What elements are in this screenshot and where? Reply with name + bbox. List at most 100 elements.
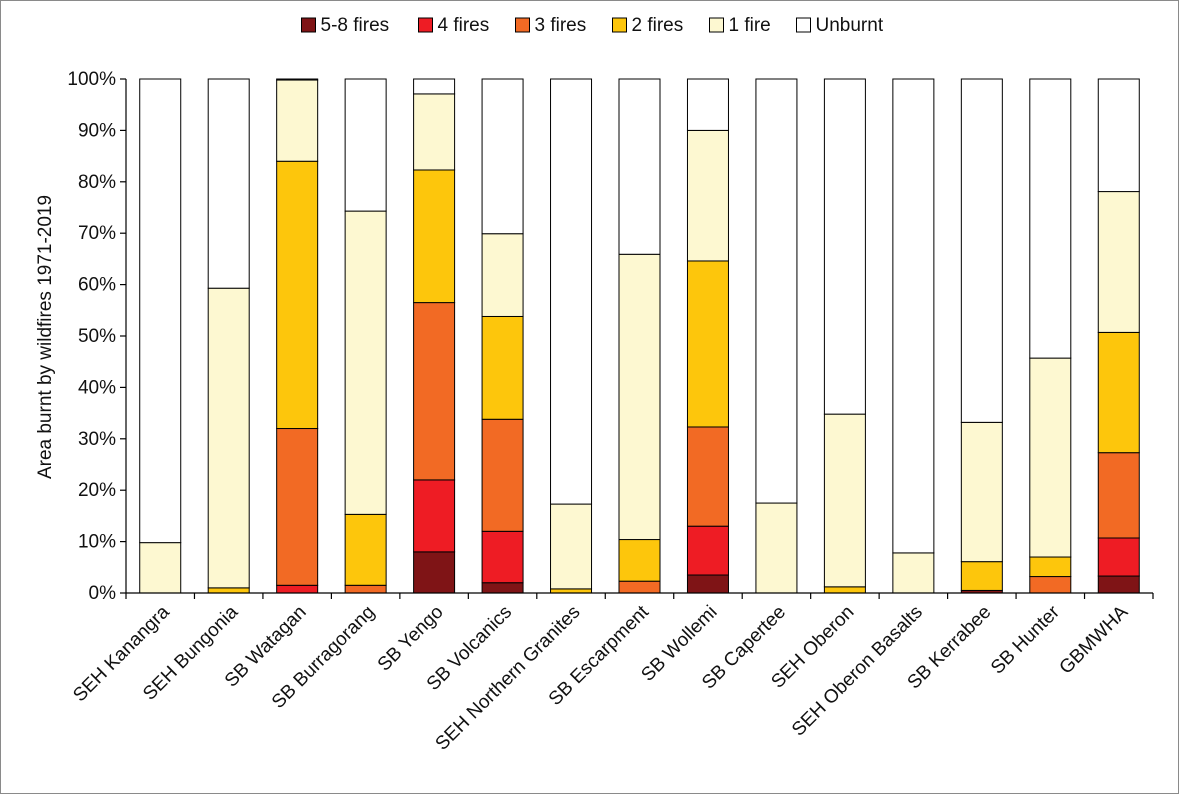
bar-stack <box>1029 78 1072 594</box>
bar-segment <box>823 586 866 594</box>
legend-swatch <box>515 17 530 33</box>
bar-segment <box>413 169 456 304</box>
bar-stack <box>823 78 866 594</box>
legend-swatch <box>709 17 724 33</box>
x-tick-label: GBMWHA <box>1056 601 1133 678</box>
bar-segment <box>686 129 729 262</box>
bar-segment <box>276 428 319 586</box>
bar-stack <box>481 78 524 594</box>
y-tick-label: 90% <box>78 120 116 141</box>
y-tick-label: 40% <box>78 377 116 398</box>
bar-segment <box>1097 537 1140 577</box>
y-tick-label: 10% <box>78 532 116 553</box>
y-tick-label: 30% <box>78 429 116 450</box>
legend-item: 3 fires <box>515 15 587 36</box>
legend-label: 5-8 fires <box>321 15 390 36</box>
bar-segment <box>550 503 593 590</box>
x-tick-label: SB Yengo <box>374 602 448 676</box>
bar-segment <box>139 542 182 594</box>
y-tick-label: 0% <box>89 583 117 604</box>
bar-segment <box>1029 78 1072 359</box>
bar-segment <box>207 287 250 589</box>
bar-segment <box>755 502 798 594</box>
bar-stack <box>618 78 661 594</box>
y-axis: 0% 10% 20% 30% 40% 50% 60% 70% 80% 90% 100% <box>67 69 127 604</box>
bar-segment <box>344 210 387 515</box>
bar-segment <box>413 302 456 481</box>
legend-swatch <box>612 17 627 33</box>
bar-segment <box>276 78 319 81</box>
bar-segment <box>686 525 729 576</box>
bar-segment <box>618 253 661 541</box>
bar-segment <box>1097 575 1140 594</box>
bar-segment <box>413 479 456 553</box>
bar-segment <box>344 513 387 586</box>
legend-item: 1 fire <box>709 15 771 36</box>
bar-segment <box>960 421 1003 563</box>
bar-stack <box>139 78 182 594</box>
bar-segment <box>960 78 1003 423</box>
bar-stack <box>755 78 798 594</box>
legend-swatch <box>796 17 811 33</box>
bar-segment <box>686 260 729 428</box>
bar-segment <box>1029 576 1072 594</box>
bar-segment <box>1029 357 1072 558</box>
bar-stack <box>686 78 729 594</box>
bar-segment <box>344 78 387 212</box>
y-tick-label: 100% <box>67 69 116 90</box>
bar-segment <box>618 539 661 582</box>
bar-segment <box>481 233 524 317</box>
bar-segment <box>755 78 798 504</box>
y-tick-label: 50% <box>78 326 116 347</box>
legend-swatch <box>301 17 316 33</box>
bars <box>139 78 1140 594</box>
bar-stack <box>276 78 319 594</box>
bar-segment <box>481 530 524 584</box>
bar-segment <box>276 79 319 162</box>
legend-item: 4 fires <box>418 15 490 36</box>
bar-segment <box>823 413 866 588</box>
bar-segment <box>686 426 729 527</box>
bar-segment <box>481 582 524 594</box>
bar-segment <box>413 551 456 594</box>
bar-segment <box>139 78 182 544</box>
legend-label: 3 fires <box>535 15 587 36</box>
y-axis-label: Area burnt by wildfires 1971-2019 <box>35 195 56 479</box>
bar-segment <box>618 580 661 594</box>
bar-stack <box>892 78 935 594</box>
y-tick-label: 20% <box>78 480 116 501</box>
bar-segment <box>481 315 524 420</box>
bar-stack <box>207 78 250 594</box>
legend-item: 2 fires <box>612 15 684 36</box>
bar-segment <box>686 574 729 594</box>
y-tick-label: 60% <box>78 275 116 296</box>
bar-segment <box>1097 452 1140 539</box>
bar-segment <box>276 584 319 594</box>
bar-segment <box>550 78 593 505</box>
bar-segment <box>1029 556 1072 578</box>
x-tick-label: SEH Oberon Basalts <box>788 602 927 741</box>
bar-segment <box>276 160 319 430</box>
legend-label: 4 fires <box>438 15 490 36</box>
y-tick-label: 80% <box>78 172 116 193</box>
legend-swatch <box>418 17 433 33</box>
bar-stack <box>550 78 593 594</box>
bar-stack <box>960 78 1003 594</box>
bar-segment <box>207 78 250 289</box>
bar-stack <box>1097 78 1140 594</box>
bar-segment <box>207 587 250 594</box>
legend-item: Unburnt <box>796 15 884 36</box>
bar-segment <box>344 584 387 594</box>
legend-label: 2 fires <box>632 15 684 36</box>
bar-segment <box>1097 191 1140 333</box>
bar-stack <box>413 78 456 594</box>
bar-segment <box>550 588 593 594</box>
x-tick-label: SB Hunter <box>987 601 1064 678</box>
bar-segment <box>481 78 524 235</box>
bar-segment <box>892 78 935 554</box>
bar-stack <box>344 78 387 594</box>
bar-segment <box>413 93 456 171</box>
bar-segment <box>823 78 866 415</box>
